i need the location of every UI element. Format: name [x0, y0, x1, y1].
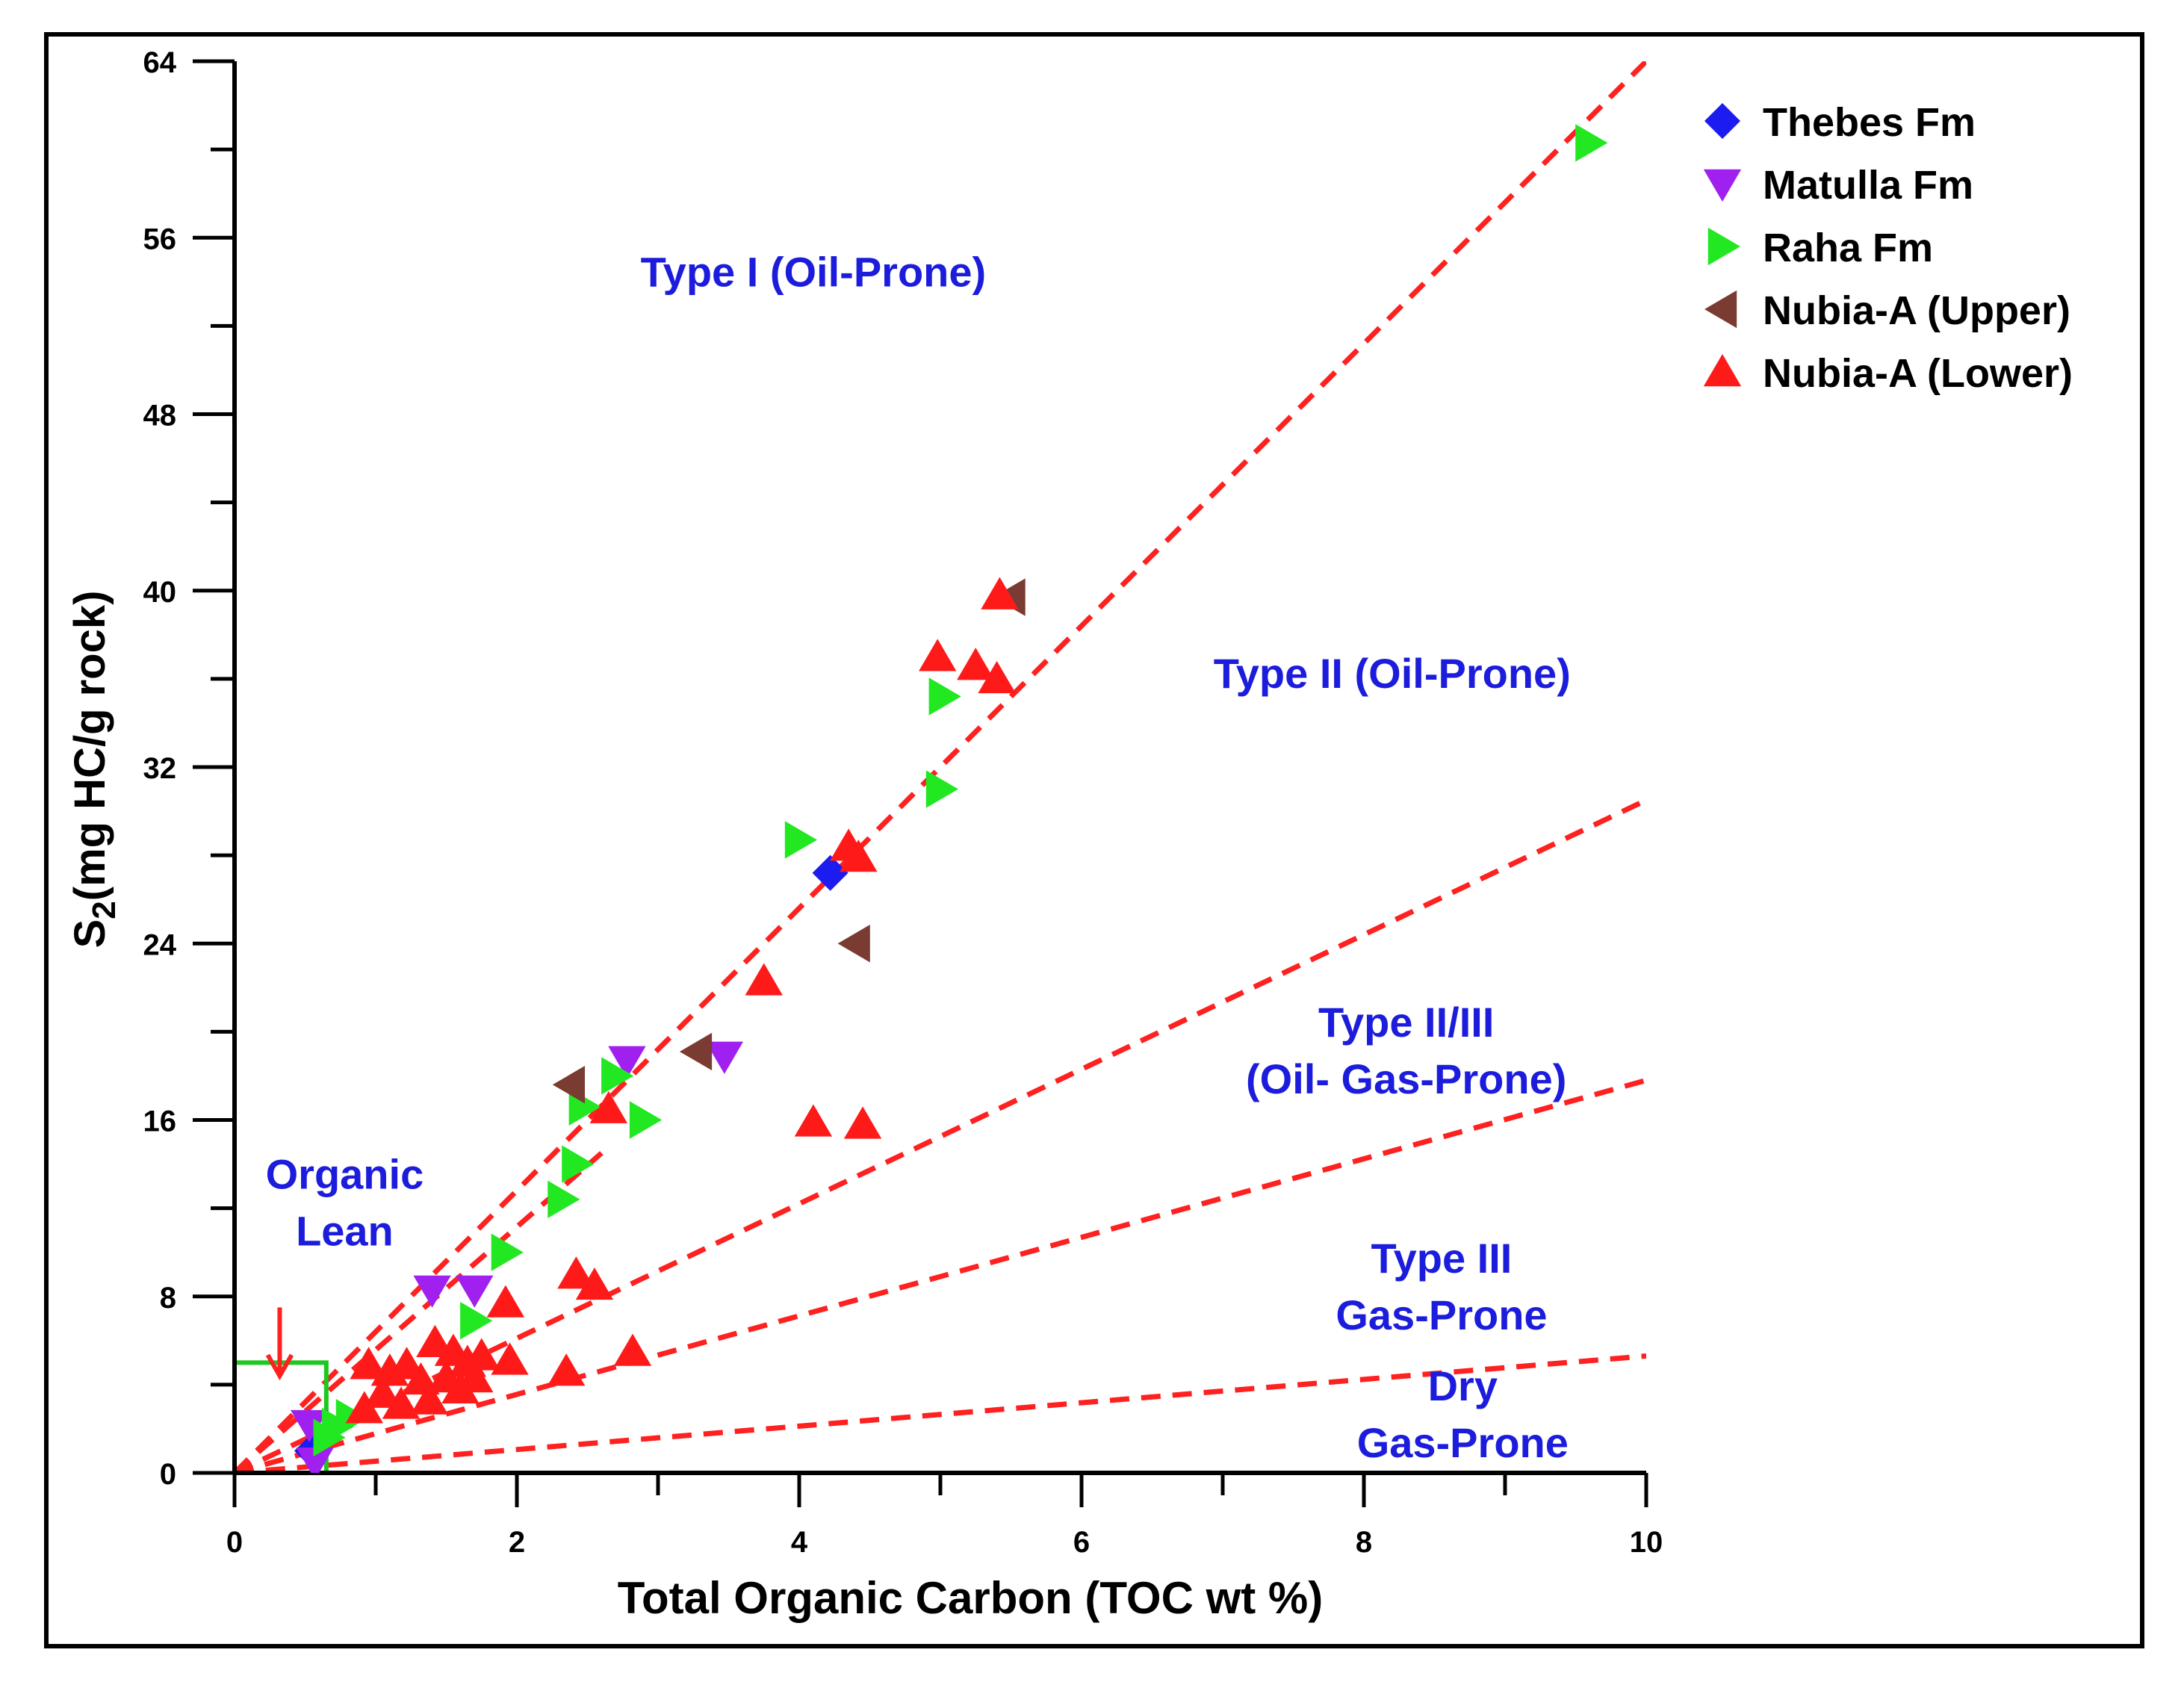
x-tick-label: 10 [1630, 1526, 1663, 1559]
y-axis-title-subscript: 2 [86, 901, 122, 919]
legend-marker-thebes-fm [1704, 103, 1740, 139]
data-point-nubia-a-lower [557, 1256, 595, 1289]
y-tick-label: 40 [143, 576, 177, 609]
data-point-nubia-a-lower [957, 648, 995, 680]
data-point-nubia-a-lower [462, 1338, 500, 1371]
x-tick-label: 2 [509, 1526, 525, 1559]
data-point-nubia-a-lower [575, 1267, 614, 1300]
y-axis-title: S2(mg HC/g rock) [66, 591, 122, 949]
boundary-line-organic-lean-limit [235, 1151, 604, 1473]
zone-label-dry: Dry [1428, 1362, 1498, 1409]
data-point-raha-fm [1575, 124, 1608, 162]
zone-label-type-ii-iii: Type II/III [1318, 999, 1494, 1046]
boundary-line-type-ii-iii-type-iii [235, 1077, 1646, 1473]
data-point-thebes-fm [812, 854, 849, 891]
series-raha-fm [313, 124, 1608, 1456]
x-tick-label: 4 [791, 1526, 808, 1559]
data-point-nubia-a-upper [552, 1066, 586, 1104]
y-tick-label: 24 [143, 928, 177, 961]
data-point-nubia-a-lower [843, 1106, 882, 1139]
data-point-raha-fm [928, 677, 961, 716]
data-point-nubia-a-lower [364, 1375, 402, 1408]
boundary-line-type-iii-dry-gas [235, 1353, 1646, 1473]
x-axis-title: Total Organic Carbon (TOC wt %) [618, 1573, 1323, 1623]
data-point-raha-fm [562, 1145, 595, 1183]
legend-marker-raha-fm [1707, 227, 1740, 266]
data-point-nubia-a-upper [679, 1032, 713, 1071]
data-point-matulla-fm [705, 1041, 744, 1074]
data-point-nubia-a-lower [491, 1342, 529, 1375]
data-point-nubia-a-lower [589, 1090, 628, 1123]
y-tick-label: 56 [143, 223, 177, 255]
zone-label-organic: Organic [266, 1151, 424, 1198]
data-point-nubia-a-lower [745, 963, 783, 996]
data-point-nubia-a-lower [613, 1333, 652, 1366]
legend-label-nubia-a-lower: Nubia-A (Lower) [1763, 351, 2073, 396]
data-point-matulla-fm [608, 1046, 646, 1079]
data-point-nubia-a-lower [840, 840, 878, 872]
legend-marker-nubia-a-lower [1703, 354, 1742, 387]
zone-label-organic: Lean [296, 1208, 394, 1255]
legend-label-nubia-a-upper: Nubia-A (Upper) [1763, 288, 2070, 333]
legend-marker-nubia-a-upper [1704, 290, 1737, 329]
data-point-matulla-fm [413, 1275, 451, 1308]
x-tick-label: 8 [1356, 1526, 1372, 1559]
y-axis-title-main: S [66, 919, 114, 949]
data-point-nubia-a-lower [547, 1353, 586, 1386]
data-point-nubia-a-lower [382, 1386, 421, 1419]
data-point-raha-fm [784, 821, 817, 859]
data-point-nubia-a-lower [486, 1285, 525, 1318]
data-point-raha-fm [629, 1101, 663, 1139]
series-matulla-fm [290, 1041, 744, 1473]
boundary-line-type-i-type-ii [235, 61, 1646, 1473]
data-point-nubia-a-lower [350, 1347, 388, 1380]
data-point-nubia-a-lower [410, 1382, 449, 1415]
data-point-raha-fm [547, 1180, 580, 1219]
legend-label-thebes-fm: Thebes Fm [1763, 100, 1976, 145]
zone-label-type-ii-iii: (Oil- Gas-Prone) [1246, 1055, 1566, 1102]
data-point-nubia-a-lower [794, 1104, 833, 1137]
legend-marker-matulla-fm [1703, 169, 1742, 202]
zone-label-type-iii: Gas-Prone [1335, 1291, 1547, 1338]
zone-label-type-ii-oil-prone: Type II (Oil-Prone) [1214, 650, 1571, 697]
data-point-raha-fm [460, 1302, 493, 1340]
data-point-nubia-a-lower [919, 639, 957, 671]
zone-label-type-i-oil-prone: Type I (Oil-Prone) [641, 249, 987, 296]
y-tick-label: 32 [143, 752, 177, 785]
series-nubia-a-lower [345, 577, 1019, 1424]
zone-label-type-iii: Type III [1371, 1235, 1513, 1282]
data-point-matulla-fm [290, 1409, 329, 1443]
y-tick-label: 8 [160, 1282, 176, 1315]
data-point-nubia-a-lower [981, 577, 1019, 609]
y-tick-label: 64 [143, 46, 177, 79]
data-point-raha-fm [491, 1233, 524, 1271]
data-point-raha-fm [601, 1057, 634, 1095]
data-point-nubia-a-lower [456, 1360, 494, 1393]
organic-lean-arrow-head [265, 1353, 294, 1381]
legend: Thebes Fm Matulla Fm Raha Fm Nubia-A (Upper… [1703, 100, 2073, 396]
y-tick-label: 48 [143, 400, 177, 432]
data-point-matulla-fm [456, 1275, 494, 1308]
y-axis-title-rest: (mg HC/g rock) [66, 591, 114, 902]
data-point-nubia-a-upper [837, 925, 870, 963]
data-point-nubia-a-lower [978, 660, 1016, 694]
x-tick-label: 6 [1073, 1526, 1090, 1559]
data-point-raha-fm [925, 770, 958, 808]
data-point-matulla-fm [296, 1447, 334, 1473]
legend-label-matulla-fm: Matulla Fm [1763, 163, 1973, 208]
zone-label-dry: Gas-Prone [1357, 1419, 1569, 1466]
y-tick-label: 16 [143, 1105, 177, 1138]
y-tick-label: 0 [160, 1458, 176, 1491]
x-tick-label: 0 [226, 1526, 243, 1559]
legend-label-raha-fm: Raha Fm [1763, 226, 1933, 270]
